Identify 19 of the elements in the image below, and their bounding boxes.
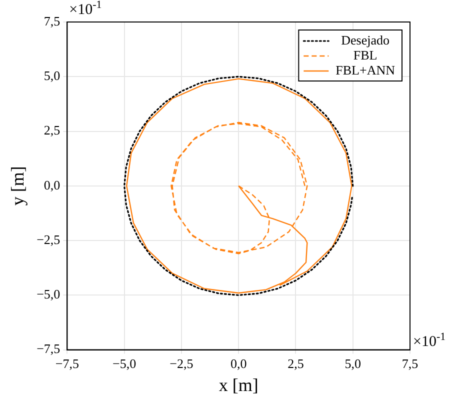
x-tick-label: −5,0 bbox=[112, 356, 136, 372]
legend-label: FBL+ANN bbox=[336, 62, 396, 78]
x-tick-label: 2,5 bbox=[288, 356, 304, 372]
y-tick-label: 2,5 bbox=[44, 122, 60, 138]
y-tick-label: −5,0 bbox=[36, 286, 60, 302]
legend-label: Desejado bbox=[341, 32, 390, 48]
x-tick-label: 7,5 bbox=[402, 356, 418, 372]
y-tick-label: 0,0 bbox=[44, 177, 60, 192]
legend-label: FBL bbox=[353, 47, 378, 62]
y-axis-title: y [m] bbox=[8, 166, 28, 206]
x-tick-label: −2,5 bbox=[170, 356, 194, 372]
y-tick-label: 7,5 bbox=[44, 13, 60, 28]
y-tick-label: 5,0 bbox=[44, 68, 60, 84]
y-tick-label: −2,5 bbox=[36, 232, 60, 247]
x-tick-label: −7,5 bbox=[55, 356, 79, 372]
x-tick-label: 0,0 bbox=[230, 356, 247, 372]
x-axis-title: x [m] bbox=[218, 374, 258, 395]
x-tick-label: 5,0 bbox=[344, 356, 361, 372]
y-tick-label: −7,5 bbox=[36, 341, 60, 356]
